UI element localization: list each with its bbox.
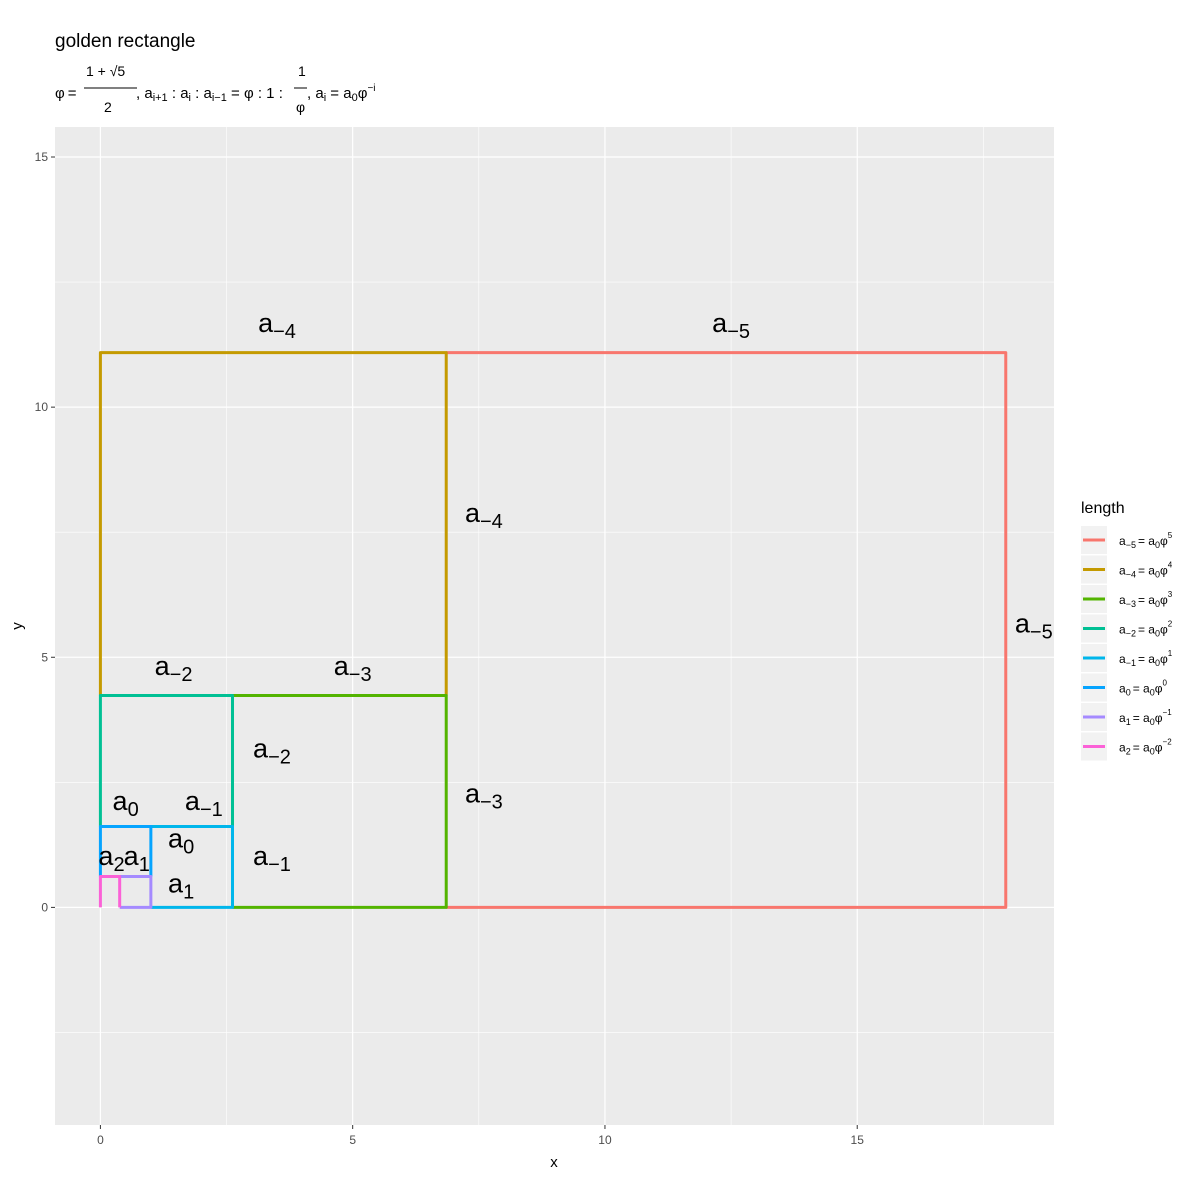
legend-label: a−5 = a0φ5 [1119,531,1173,550]
subtitle-ai-phi: φ [358,85,368,102]
x-tick-label: 5 [349,1133,356,1147]
subtitle-ai-eq: = a [326,85,352,102]
segment-label: a−4 [258,308,296,343]
legend-label: a0 = a0φ0 [1119,679,1168,698]
x-axis: 0 5 10 15 [97,1125,864,1147]
grid-minor [55,127,1054,1125]
segment-label: a0 [113,786,139,821]
legend-entry: a−5 = a0φ5 [1081,526,1173,554]
y-axis-title: y [9,622,26,630]
grid-major [55,127,1054,1125]
x-tick-label: 0 [97,1133,104,1147]
subtitle-ai: , a [307,85,324,102]
legend-label: a−3 = a0φ3 [1119,590,1173,609]
series-path-1 [98,351,448,696]
svg-text:φ=: φ = [55,85,77,102]
subtitle-ai-sub0: 0 [352,92,358,104]
x-tick-label: 15 [851,1133,865,1147]
svg-text:, ai+1 : ai : ai−1 = φ : 1 :: , ai+1 : ai : ai−1 = φ : 1 : [136,85,283,104]
legend-entries: a−5 = a0φ5 a−4 = a0φ4 a−3 = a0φ3 a−2 = a0φ2 a−1 =… [1081,526,1173,761]
legend-label: a−2 = a0φ2 [1119,620,1173,639]
legend-entry: a−4 = a0φ4 [1081,555,1173,584]
segment-label: a−5 [712,308,750,343]
series-path-0 [446,351,1008,909]
segment-label: a−5 [1015,608,1053,643]
legend-label: a−4 = a0φ4 [1119,561,1173,580]
legend-entry: a0 = a0φ0 [1081,673,1168,702]
plot-panel [55,127,1054,1125]
y-tick-label: 5 [41,650,48,664]
legend-label: a1 = a0φ−1 [1119,708,1172,727]
subtitle-ai-sup: −i [367,83,375,94]
series-layer [98,351,1008,909]
svg-text:, ai = a0φ−i: , ai = a0φ−i [307,83,376,104]
legend-entry: a2 = a0φ−2 [1081,732,1172,761]
y-tick-label: 10 [35,400,49,414]
segment-label: a2 [98,841,124,876]
subtitle-ratio: , a [136,85,153,102]
legend-label: a2 = a0φ−2 [1119,738,1172,757]
segment-label: a−1 [253,841,291,876]
subtitle-rhs: = φ : 1 : [227,85,283,102]
legend-entry: a−1 = a0φ1 [1081,644,1173,672]
segment-label: a1 [168,868,194,903]
x-tick-label: 10 [598,1133,612,1147]
legend-title: length [1081,500,1125,517]
y-tick-label: 0 [41,900,48,914]
chart-subtitle: φ = 1 + √5 2 , ai+1 : ai : ai−1 = φ : 1 :… [55,63,376,115]
segment-label: a−4 [465,498,503,533]
subtitle-sub3: i−1 [212,92,227,104]
series-path-6 [119,874,153,909]
subtitle-sub2: i [189,92,191,104]
series-path-2 [232,693,448,909]
series-path-3 [98,693,234,827]
subtitle-mid2: : a [191,85,213,102]
subtitle-denominator: 2 [104,99,112,115]
legend-entry: a−3 = a0φ3 [1081,585,1173,613]
subtitle-mid: : a [168,85,190,102]
subtitle-frac2-den: φ [296,99,305,115]
segment-label: a−3 [334,651,372,686]
segment-label: a−3 [465,778,503,813]
legend-entry: a1 = a0φ−1 [1081,703,1172,731]
subtitle-ai-sub: i [324,92,326,104]
series-path-7 [98,874,122,908]
segment-label: a−1 [185,786,223,821]
y-tick-label: 15 [35,150,49,164]
legend: length a−5 = a0φ5 a−4 = a0φ4 a−3 = a0φ3 a−2 = a… [1081,500,1173,761]
y-axis: 0 5 10 15 [35,150,55,914]
subtitle-phi: φ [55,85,65,102]
segment-label: a−2 [253,733,291,768]
legend-entry: a−2 = a0φ2 [1081,614,1173,643]
series-path-5 [98,824,153,877]
subtitle-eq: = [68,85,77,102]
segment-label: a−2 [155,651,193,686]
subtitle-frac2-num: 1 [298,63,306,79]
subtitle-sub1: i+1 [153,92,168,104]
x-axis-title: x [550,1154,558,1171]
segment-label: a1 [124,841,150,876]
segment-label: a0 [168,823,194,858]
legend-label: a−1 = a0φ1 [1119,649,1173,668]
series-path-4 [150,824,234,909]
subtitle-numerator: 1 + √5 [86,63,125,79]
chart-title: golden rectangle [55,31,196,52]
